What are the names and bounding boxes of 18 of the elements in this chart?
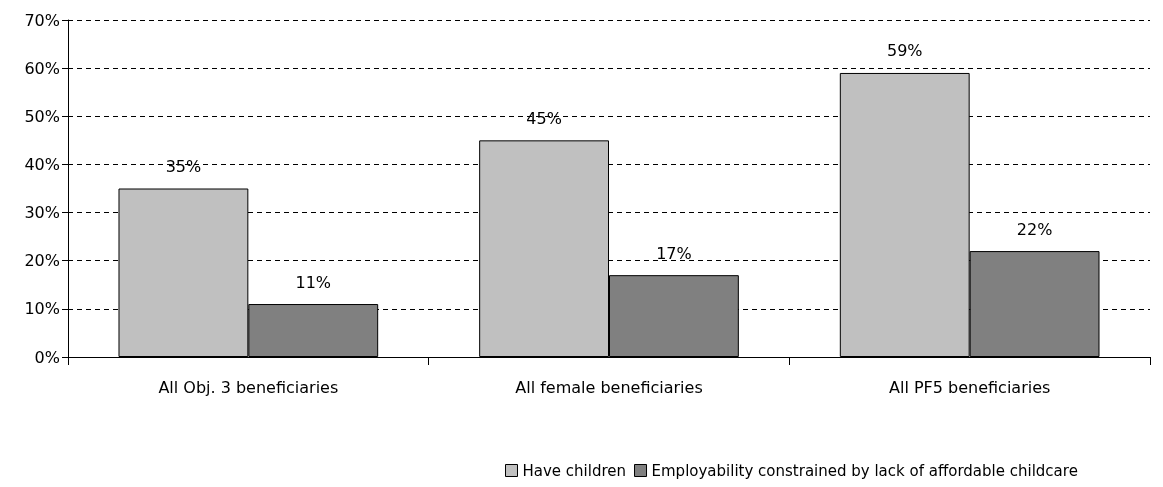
data-label: 45%	[526, 108, 562, 128]
y-tick-label: 30%	[24, 203, 60, 223]
legend-label: Have children	[522, 461, 627, 480]
y-tick-label: 70%	[24, 10, 60, 30]
data-label: 22%	[1016, 219, 1053, 239]
y-tick-label: 10%	[24, 299, 60, 319]
data-label: 11%	[295, 272, 332, 292]
y-tick-label: 20%	[24, 251, 60, 271]
data-label: 17%	[656, 243, 692, 263]
y-tick-label: 40%	[24, 154, 60, 174]
x-tick-label: All PF5 beneficiaries	[888, 377, 1051, 397]
y-tick-label: 60%	[24, 58, 60, 78]
y-tick-label: 0%	[34, 347, 60, 367]
data-label: 59%	[886, 41, 923, 61]
y-tick-label: 50%	[24, 106, 60, 126]
legend-label: Employability constrained by lack of affordable childcare	[651, 461, 1078, 480]
x-tick-label: All female beneficiaries	[515, 377, 703, 397]
x-tick-label: All Obj. 3 beneficiaries	[158, 377, 339, 397]
